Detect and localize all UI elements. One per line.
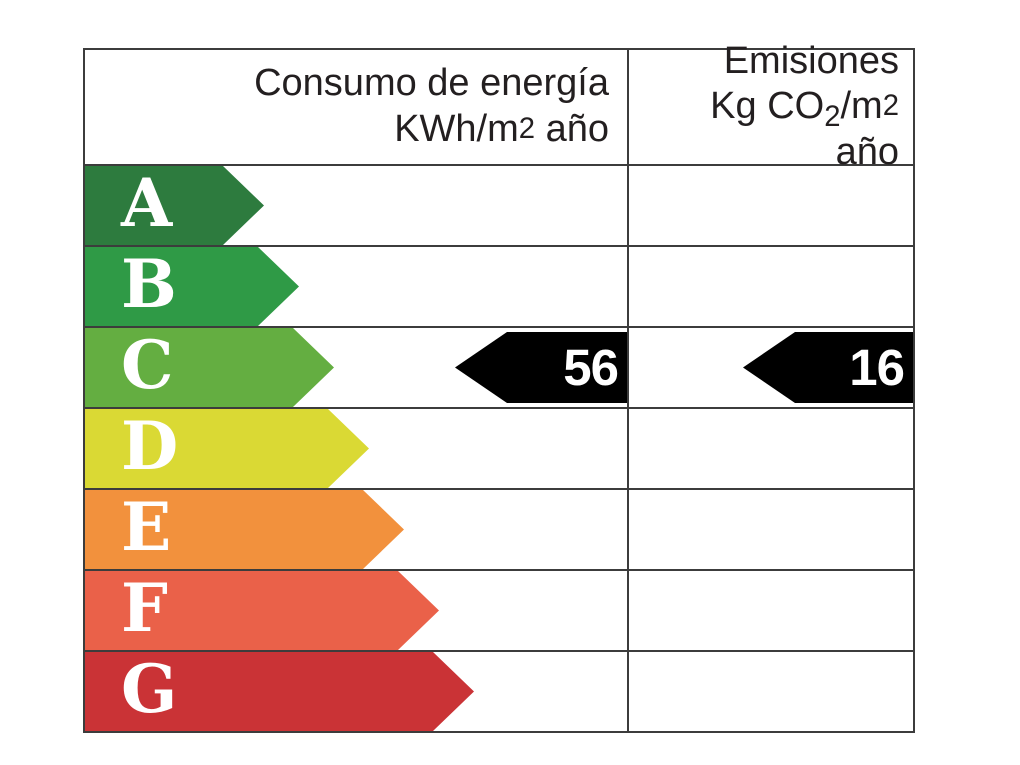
header-consumption: Consumo de energía KWh/m2 año [85,50,627,164]
rating-row-c: C 56 16 [85,326,913,407]
rating-row-a: A [85,166,913,245]
rating-bar-b: B [85,247,299,326]
rating-row-b: B [85,245,913,326]
consumption-value: 56 [563,339,619,396]
rating-bar-e: E [85,490,404,569]
rating-letter-a: A [121,163,173,242]
emissions-value: 16 [849,339,905,396]
consumption-value-arrow: 56 [455,332,627,403]
energy-rating-table: Consumo de energía KWh/m2 año Emisiones … [83,40,915,733]
table-header: Consumo de energía KWh/m2 año Emisiones … [85,40,913,173]
rating-letter-b: B [121,244,177,323]
consumption-title: Consumo de energía [254,62,609,105]
rating-letter-g: G [121,649,178,728]
rating-letter-c: C [121,325,174,404]
rating-row-f: F [85,569,913,650]
rating-letter-d: D [121,406,179,485]
rating-row-d: D [85,407,913,488]
emissions-units: Kg CO2/m2 año [710,85,899,173]
rating-row-e: E [85,488,913,569]
rating-bar-d: D [85,409,369,488]
emissions-title: Emisiones [723,39,899,82]
rating-bar-f: F [85,571,439,650]
rating-letter-e: E [121,487,172,566]
column-divider [627,50,629,731]
rating-bar-c: C [85,328,334,407]
rating-letter-f: F [121,568,168,647]
rating-bar-a: A [85,166,264,245]
header-emissions: Emisiones Kg CO2/m2 año [627,40,913,173]
rating-bar-g: G [85,652,474,731]
rating-row-g: G [85,650,913,731]
consumption-units: KWh/m2 año [394,108,609,150]
emissions-value-arrow: 16 [743,332,913,403]
rating-rows: A B C 56 16 D [85,166,913,731]
